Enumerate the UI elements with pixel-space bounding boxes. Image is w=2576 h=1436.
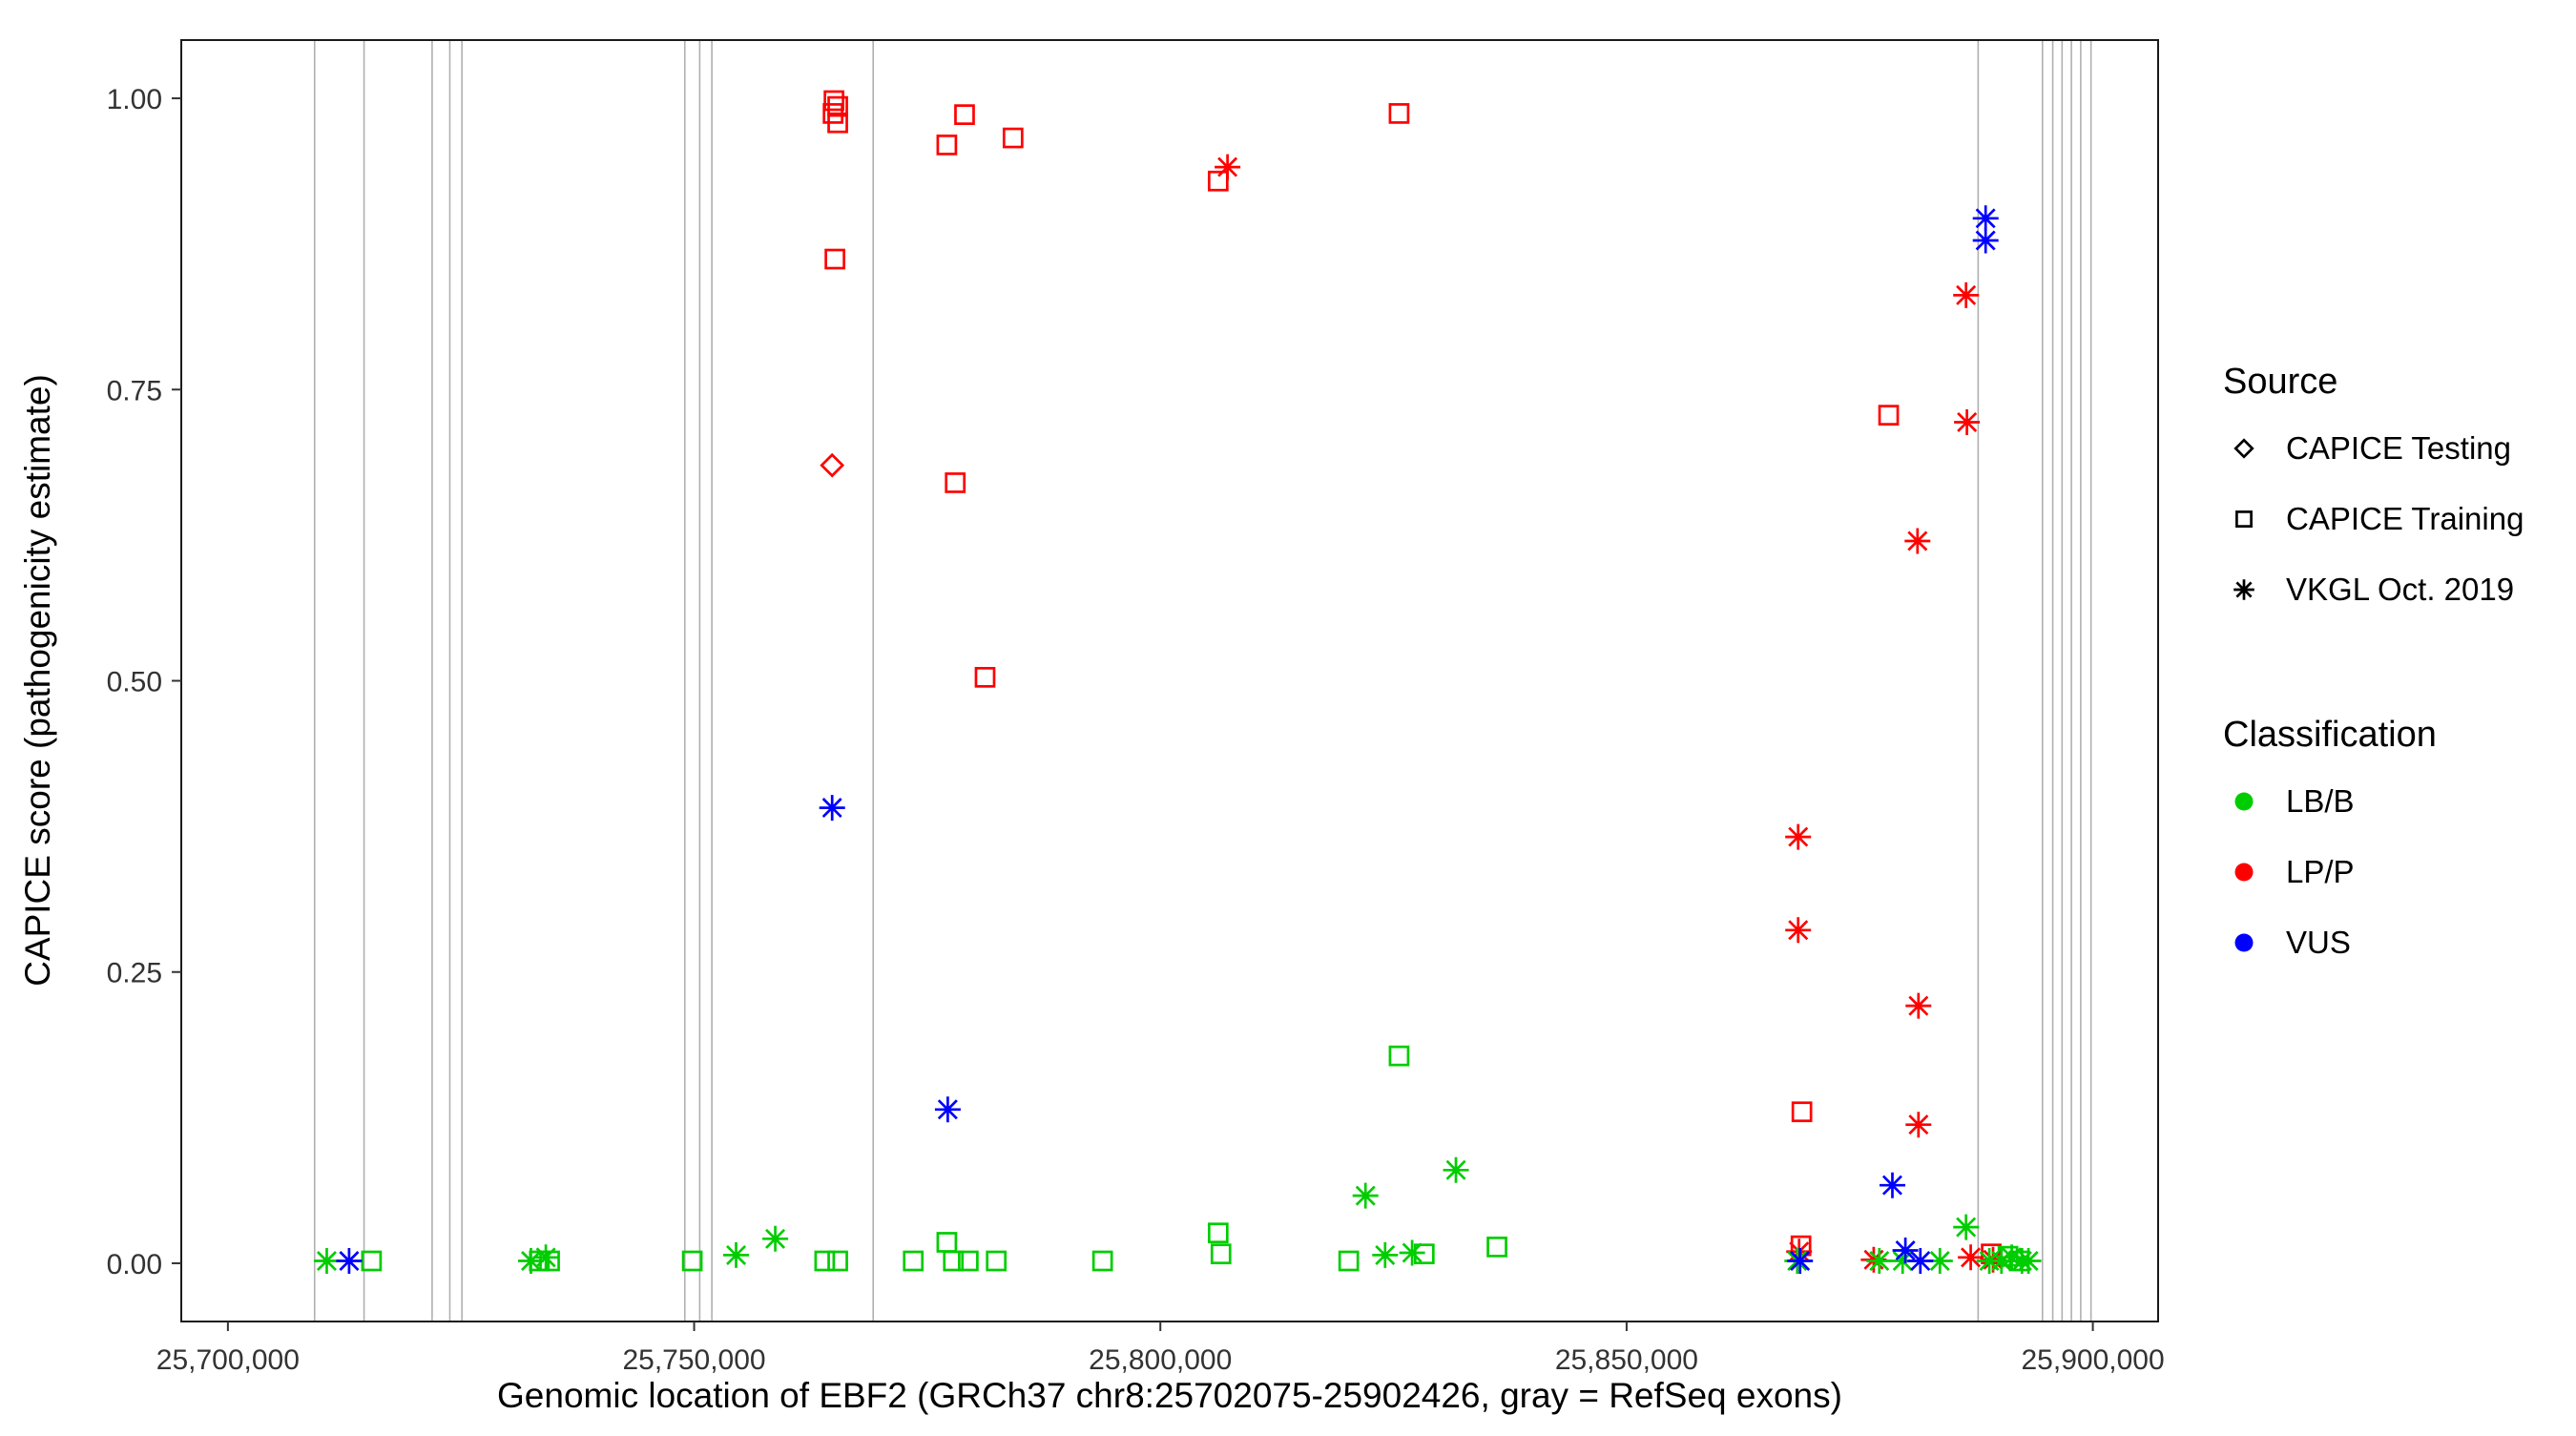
x-tick-label: 25,750,000 xyxy=(622,1344,765,1376)
asterisk-marker xyxy=(1905,992,1932,1019)
asterisk-marker xyxy=(1953,1214,1980,1240)
asterisk-marker xyxy=(1879,1172,1906,1198)
x-tick-label: 25,800,000 xyxy=(1089,1344,1232,1376)
y-axis-title: CAPICE score (pathogenicity estimate) xyxy=(18,374,57,987)
asterisk-marker xyxy=(1954,408,1981,436)
asterisk-marker xyxy=(1958,1244,1984,1271)
y-tick-label: 1.00 xyxy=(107,84,162,115)
asterisk-marker xyxy=(2233,579,2254,600)
square-marker xyxy=(1878,405,1900,426)
series-capice-testing-lp-p xyxy=(820,452,845,478)
y-tick-label: 0.00 xyxy=(107,1249,162,1280)
square-marker xyxy=(827,95,848,117)
legend-color-dot xyxy=(2234,933,2254,952)
asterisk-marker xyxy=(1926,1248,1953,1274)
x-axis-title: Genomic location of EBF2 (GRCh37 chr8:25… xyxy=(497,1376,1842,1415)
legend-classification-item-label: LB/B xyxy=(2286,783,2355,819)
legend-source-items: CAPICE Testing CAPICE Training VKGL Oct. 2… xyxy=(2233,430,2524,607)
square-marker xyxy=(1486,1237,1507,1258)
asterisk-marker xyxy=(1215,154,1241,180)
asterisk-marker xyxy=(722,1241,750,1268)
square-marker xyxy=(827,1250,848,1272)
legend-color-dot xyxy=(2234,863,2254,882)
square-marker xyxy=(1091,1250,1113,1272)
asterisk-marker xyxy=(1866,1247,1893,1275)
asterisk-marker xyxy=(1907,1247,1934,1275)
asterisk-marker xyxy=(1785,917,1812,944)
square-marker xyxy=(823,90,845,112)
asterisk-marker xyxy=(1352,1182,1379,1209)
asterisk-marker xyxy=(1787,1247,1814,1275)
legend-classification-items: LB/B LP/P VUS xyxy=(2234,783,2355,960)
exon-lines xyxy=(313,41,2092,1321)
asterisk-marker xyxy=(532,1244,559,1271)
legend-classification-item-label: VUS xyxy=(2286,925,2351,960)
asterisk-marker xyxy=(517,1247,545,1275)
asterisk-marker xyxy=(1905,1112,1932,1138)
x-tick-label: 25,700,000 xyxy=(156,1344,300,1376)
asterisk-marker xyxy=(1892,1237,1919,1264)
asterisk-marker xyxy=(1972,205,1999,232)
y-tick-label: 0.25 xyxy=(107,958,162,989)
square-marker xyxy=(824,248,845,270)
square-marker xyxy=(2235,510,2253,528)
data-points xyxy=(313,90,2042,1275)
square-marker xyxy=(954,104,975,125)
asterisk-marker xyxy=(2015,1247,2042,1275)
legend-source-item-label: CAPICE Training xyxy=(2286,501,2524,536)
asterisk-marker xyxy=(934,1096,961,1123)
asterisk-marker xyxy=(1443,1156,1469,1183)
square-marker xyxy=(943,1250,965,1272)
legend-source-item-label: VKGL Oct. 2019 xyxy=(2286,572,2514,607)
x-tick-label: 25,900,000 xyxy=(2022,1344,2165,1376)
legend-source-title: Source xyxy=(2223,362,2337,402)
y-tick-label: 0.75 xyxy=(107,375,162,406)
square-marker xyxy=(936,135,958,156)
asterisk-marker xyxy=(313,1247,341,1275)
legend-classification-item-label: LP/P xyxy=(2286,854,2355,889)
asterisk-marker xyxy=(1904,528,1931,554)
y-tick-label: 0.50 xyxy=(107,667,162,698)
asterisk-marker xyxy=(1372,1241,1399,1268)
legend-color-dot xyxy=(2234,792,2254,811)
asterisk-marker xyxy=(1972,227,1999,254)
square-marker xyxy=(1002,127,1024,149)
square-marker xyxy=(827,112,848,134)
asterisk-marker xyxy=(762,1225,789,1252)
series-vkgl-oct-2019-lb-b xyxy=(313,1156,2042,1275)
square-marker xyxy=(958,1250,979,1272)
square-marker xyxy=(1388,1045,1410,1067)
square-marker xyxy=(974,666,996,688)
square-marker xyxy=(1207,1222,1229,1244)
asterisk-marker xyxy=(1953,281,1980,308)
series-vkgl-oct-2019-vus xyxy=(336,205,1999,1275)
square-marker xyxy=(1388,103,1410,124)
asterisk-marker xyxy=(336,1247,363,1275)
square-marker xyxy=(986,1250,1008,1272)
square-marker xyxy=(1791,1101,1813,1123)
asterisk-marker xyxy=(1785,823,1812,850)
legend-classification-title: Classification xyxy=(2223,715,2437,755)
square-marker xyxy=(361,1250,383,1272)
plot-panel xyxy=(180,39,2159,1322)
square-marker xyxy=(945,472,966,493)
diamond-marker xyxy=(820,452,845,478)
square-marker xyxy=(681,1250,703,1272)
square-marker xyxy=(1338,1250,1360,1272)
asterisk-marker xyxy=(819,795,845,822)
asterisk-marker xyxy=(1399,1239,1425,1266)
diamond-marker xyxy=(2233,438,2254,459)
legend: Source CAPICE Testing CAPICE Training VKGL… xyxy=(2223,362,2524,960)
square-marker xyxy=(1210,1243,1232,1265)
legend-source-item-label: CAPICE Testing xyxy=(2286,430,2511,466)
square-marker xyxy=(903,1250,924,1272)
square-marker xyxy=(1207,170,1229,192)
axes: 25,700,000 25,750,000 25,800,000 25,850,000… xyxy=(107,84,2165,1376)
square-marker xyxy=(814,1250,836,1272)
x-tick-label: 25,850,000 xyxy=(1555,1344,1698,1376)
